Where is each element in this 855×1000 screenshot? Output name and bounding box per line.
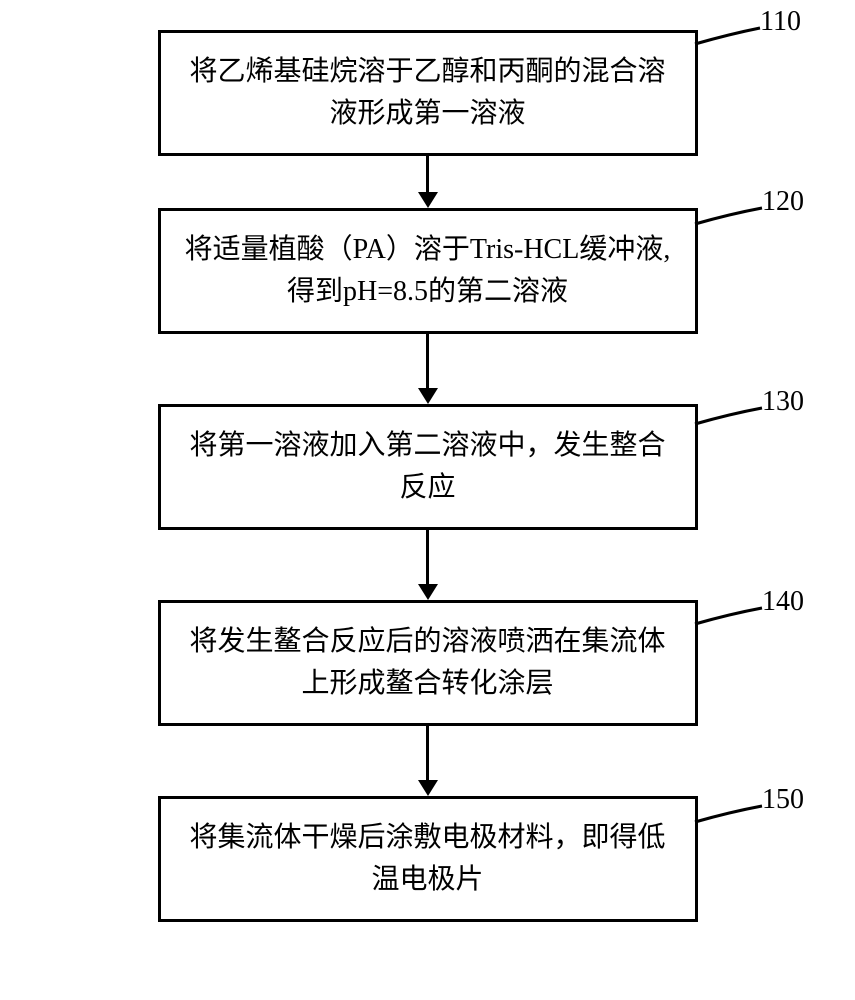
step-text: 将适量植酸（PA）溶于Tris-HCL缓冲液,得到pH=8.5的第二溶液: [185, 234, 671, 307]
step-box-150: 将集流体干燥后涂敷电极材料，即得低温电极片: [158, 796, 698, 922]
step-box-140: 将发生鳌合反应后的溶液喷洒在集流体上形成鳌合转化涂层: [158, 600, 698, 726]
step-label-110: 110: [760, 6, 801, 38]
arrow-2: [418, 334, 438, 404]
step-box-130: 将第一溶液加入第二溶液中，发生整合反应: [158, 404, 698, 530]
connector-150: [695, 806, 762, 822]
step-label-150: 150: [762, 784, 804, 816]
connector-140: [695, 608, 762, 624]
arrow-4: [418, 726, 438, 796]
arrow-3: [418, 530, 438, 600]
connector-130: [695, 408, 762, 424]
step-text: 将第一溶液加入第二溶液中，发生整合反应: [189, 430, 665, 503]
connector-120: [695, 208, 762, 224]
step-box-120: 将适量植酸（PA）溶于Tris-HCL缓冲液,得到pH=8.5的第二溶液: [158, 208, 698, 334]
step-text: 将乙烯基硅烷溶于乙醇和丙酮的混合溶液形成第一溶液: [189, 56, 665, 129]
arrow-1: [418, 156, 438, 208]
step-text: 将集流体干燥后涂敷电极材料，即得低温电极片: [189, 822, 665, 895]
flowchart-container: 将乙烯基硅烷溶于乙醇和丙酮的混合溶液形成第一溶液 将适量植酸（PA）溶于Tris…: [158, 30, 698, 922]
step-label-140: 140: [762, 586, 804, 618]
step-box-110: 将乙烯基硅烷溶于乙醇和丙酮的混合溶液形成第一溶液: [158, 30, 698, 156]
step-text: 将发生鳌合反应后的溶液喷洒在集流体上形成鳌合转化涂层: [189, 626, 665, 699]
step-label-120: 120: [762, 186, 804, 218]
step-label-130: 130: [762, 386, 804, 418]
connector-110: [695, 28, 760, 44]
